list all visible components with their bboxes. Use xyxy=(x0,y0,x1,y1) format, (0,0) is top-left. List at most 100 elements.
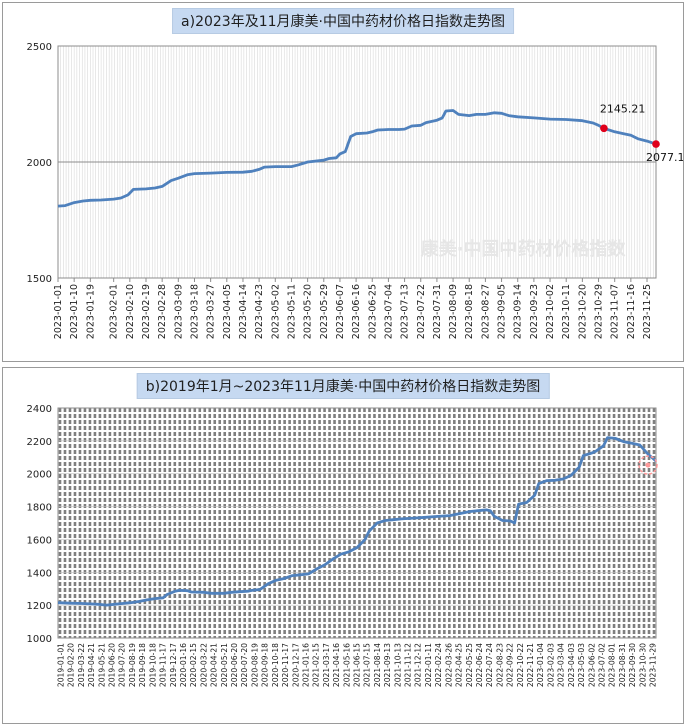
y-tick-label: 1400 xyxy=(27,568,52,579)
highlight-ring xyxy=(638,455,658,475)
y-tick-label: 2400 xyxy=(27,404,52,415)
highlight-point xyxy=(600,124,608,133)
y-tick-label: 2500 xyxy=(27,42,52,53)
x-tick-label: 2023-07-31 xyxy=(432,284,443,339)
x-tick-label: 2023-07-04 xyxy=(383,284,394,339)
x-tick-label: 2019-08-19 xyxy=(128,643,137,687)
x-tick-label: 2021-12-12 xyxy=(414,643,423,687)
x-tick-label: 2020-07-20 xyxy=(240,643,249,687)
x-tick-label: 2023-08-01 xyxy=(608,643,617,687)
x-tick-label: 2023-06-16 xyxy=(351,284,362,339)
chart-panel-b: b)2019年1月~2023年11月康美·中国中药材价格日指数走势图 1000 1… xyxy=(2,367,684,724)
x-tick-label: 2019-02-20 xyxy=(67,643,76,687)
x-tick-label: 2023-10-29 xyxy=(594,284,605,339)
x-tick-label: 2023-10-11 xyxy=(561,284,572,339)
plot-border-a xyxy=(57,45,657,279)
x-tick-label: 2020-03-22 xyxy=(199,643,208,687)
series-line-b xyxy=(57,436,657,607)
series-line-a xyxy=(57,109,657,208)
chart-title-b: b)2019年1月~2023年11月康美·中国中药材价格日指数走势图 xyxy=(136,373,550,399)
highlight-point xyxy=(645,462,651,468)
x-tick-label: 2023-10-02 xyxy=(545,284,556,339)
y-tick-label: 1000 xyxy=(27,634,52,645)
x-tick-label: 2023-08-09 xyxy=(448,284,459,339)
x-tick-label: 2023-04-14 xyxy=(238,284,249,339)
x-tick-label: 2023-05-29 xyxy=(319,284,330,339)
x-tick-label: 2023-03-27 xyxy=(206,284,217,339)
x-tick-label: 2021-10-13 xyxy=(393,643,402,687)
x-tick-label: 2023-08-27 xyxy=(480,284,491,339)
highlight-point xyxy=(652,140,660,148)
y-tick-label: 1800 xyxy=(27,503,52,514)
x-tick-label: 2019-06-20 xyxy=(108,643,117,687)
chart-panel-a: a)2023年及11月康美·中国中药材价格日指数走势图 1500 2000 2500… xyxy=(2,2,684,362)
x-tick-label: 2020-11-17 xyxy=(281,643,290,687)
x-tick-label: 2023-07-02 xyxy=(597,643,606,687)
x-tick-label: 2023-05-11 xyxy=(286,284,297,339)
x-tick-label: 2019-12-17 xyxy=(169,643,178,687)
x-tick-label: 2022-07-24 xyxy=(485,643,494,687)
x-tick-label: 2019-10-18 xyxy=(148,643,157,687)
x-tick-label: 2023-04-23 xyxy=(254,284,265,339)
x-tick-label: 2020-05-21 xyxy=(220,643,229,687)
x-tick-label: 2019-04-21 xyxy=(87,643,96,687)
x-tick-label: 2020-09-18 xyxy=(261,643,270,687)
x-tick-label: 2023-08-31 xyxy=(618,643,627,687)
y-tick-label: 2200 xyxy=(27,437,52,448)
x-tick-label: 2023-04-05 xyxy=(222,284,233,339)
x-tick-label: 2021-07-15 xyxy=(363,643,372,687)
x-tick-label: 2023-11-07 xyxy=(610,284,621,339)
x-tick-label: 2022-04-25 xyxy=(455,643,464,687)
x-tick-label: 2023-02-19 xyxy=(141,284,152,339)
x-tick-label: 2023-01-19 xyxy=(85,284,96,339)
x-tick-label: 2021-01-16 xyxy=(301,643,310,687)
x-tick-label: 2023-09-05 xyxy=(497,284,508,339)
x-tick-label: 2023-01-10 xyxy=(69,284,80,339)
x-tick-label: 2023-05-20 xyxy=(303,284,314,339)
x-tick-label: 2021-08-14 xyxy=(373,643,382,687)
x-tick-label: 2023-01-04 xyxy=(536,643,545,687)
x-tick-label: 2023-06-02 xyxy=(587,643,596,687)
x-tick-label: 2023-10-30 xyxy=(638,643,647,687)
x-tick-label: 2023-01-01 xyxy=(53,284,64,339)
x-tick-label: 2021-03-17 xyxy=(322,643,331,687)
x-tick-label: 2022-03-26 xyxy=(444,643,453,687)
x-tick-label: 2021-05-16 xyxy=(342,643,351,687)
x-tick-label: 2020-08-19 xyxy=(250,643,259,687)
x-tick-label: 2023-09-14 xyxy=(513,284,524,339)
chart-a-svg: 1500 2000 2500 康美·中国中药材价格指数 2023-01-01 2023-0… xyxy=(27,42,683,339)
data-label: 2145.21 xyxy=(600,102,646,115)
x-tick-label: 2020-04-21 xyxy=(210,643,219,687)
x-tick-label: 2022-10-22 xyxy=(516,643,525,687)
x-tick-label: 2023-08-18 xyxy=(464,284,475,339)
x-tick-label: 2023-11-25 xyxy=(642,284,653,339)
y-tick-label: 2000 xyxy=(27,470,52,481)
x-tick-label: 2022-05-25 xyxy=(465,643,474,687)
x-tick-label: 2022-11-21 xyxy=(526,643,535,687)
chart-title-a: a)2023年及11月康美·中国中药材价格日指数走势图 xyxy=(172,8,514,34)
x-tick-label: 2019-01-01 xyxy=(57,643,66,687)
plot-area-b xyxy=(58,408,656,638)
x-tick-label: 2021-11-12 xyxy=(404,643,413,687)
x-tick-label: 2023-10-20 xyxy=(577,284,588,339)
x-tick-label: 2023-05-02 xyxy=(270,284,281,339)
chart-b-svg: 1000 1200 1400 1600 1800 2000 2200 2400 2019-01-… xyxy=(27,404,658,687)
data-label: 2077.15 xyxy=(646,151,683,164)
x-tick-label: 2019-09-18 xyxy=(138,643,147,687)
x-tick-label: 2019-11-17 xyxy=(159,643,168,687)
x-tick-label: 2019-03-22 xyxy=(77,643,86,687)
x-tick-label: 2023-02-03 xyxy=(546,643,555,687)
x-tick-label: 2023-06-25 xyxy=(367,284,378,339)
x-tick-label: 2023-03-09 xyxy=(173,284,184,339)
x-tick-label: 2023-02-10 xyxy=(125,284,136,339)
x-tick-label: 2022-06-24 xyxy=(475,643,484,687)
x-tick-label: 2022-02-24 xyxy=(434,643,443,687)
y-tick-label: 2000 xyxy=(27,158,52,169)
y-tick-label: 1200 xyxy=(27,601,52,612)
x-tick-label: 2023-03-04 xyxy=(557,643,566,687)
x-tick-label: 2023-06-07 xyxy=(335,284,346,339)
x-tick-label: 2020-10-18 xyxy=(271,643,280,687)
x-tick-label: 2023-04-03 xyxy=(567,643,576,687)
y-tick-label: 1600 xyxy=(27,535,52,546)
watermark: 康美·中国中药材价格指数 xyxy=(421,238,627,260)
